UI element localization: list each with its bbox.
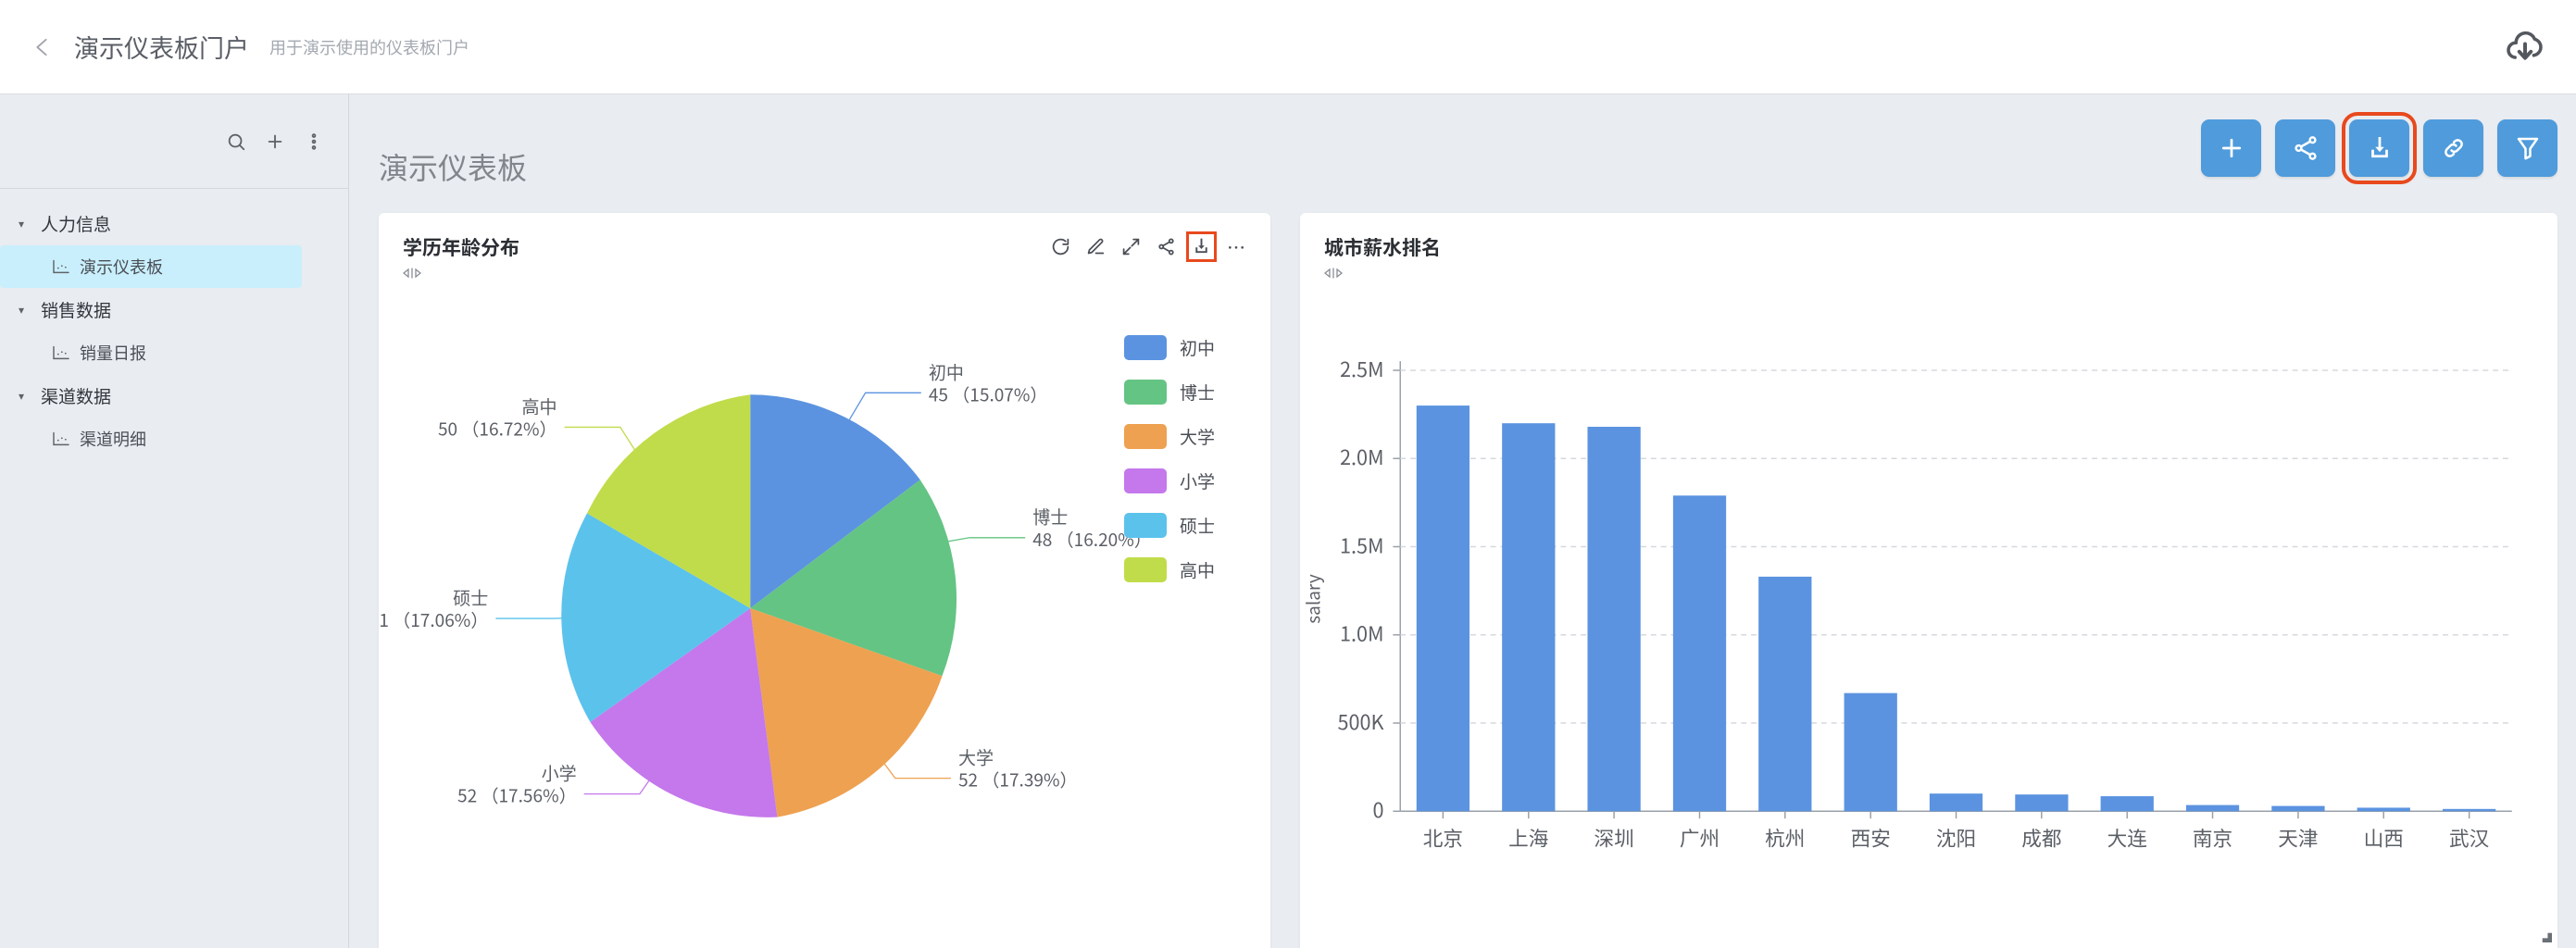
- svg-text:武汉: 武汉: [2449, 824, 2489, 853]
- svg-text:大连: 大连: [2107, 824, 2148, 853]
- svg-text:大学: 大学: [958, 745, 994, 770]
- svg-text:沈阳: 沈阳: [1936, 824, 1976, 853]
- svg-text:45 （15.07%）: 45 （15.07%）: [929, 381, 1048, 406]
- svg-text:硕士: 硕士: [453, 585, 488, 610]
- svg-text:杭州: 杭州: [1765, 824, 1805, 853]
- svg-text:2.0M: 2.0M: [1340, 443, 1384, 471]
- svg-text:1.5M: 1.5M: [1340, 530, 1384, 559]
- svg-text:1.0M: 1.0M: [1340, 619, 1384, 648]
- svg-text:广州: 广州: [1680, 824, 1719, 853]
- svg-text:2.5M: 2.5M: [1340, 355, 1384, 383]
- svg-text:0: 0: [1373, 795, 1384, 824]
- svg-text:山西: 山西: [2364, 824, 2404, 853]
- svg-text:成都: 成都: [2021, 824, 2061, 853]
- svg-text:52 （17.39%）: 52 （17.39%）: [958, 767, 1078, 792]
- svg-text:北京: 北京: [1423, 824, 1463, 853]
- svg-text:博士: 博士: [1032, 505, 1068, 530]
- svg-text:上海: 上海: [1508, 824, 1548, 853]
- svg-text:500K: 500K: [1338, 707, 1384, 736]
- svg-text:小学: 小学: [542, 761, 577, 786]
- svg-text:南京: 南京: [2193, 824, 2232, 853]
- svg-text:西安: 西安: [1851, 824, 1891, 853]
- svg-text:初中: 初中: [929, 359, 964, 384]
- svg-text:50 （16.72%）: 50 （16.72%）: [438, 416, 557, 441]
- svg-text:深圳: 深圳: [1594, 824, 1633, 853]
- svg-text:51 （17.06%）: 51 （17.06%）: [379, 607, 488, 632]
- svg-text:52 （17.56%）: 52 （17.56%）: [457, 783, 577, 808]
- svg-text:高中: 高中: [522, 393, 557, 418]
- svg-text:天津: 天津: [2278, 824, 2318, 853]
